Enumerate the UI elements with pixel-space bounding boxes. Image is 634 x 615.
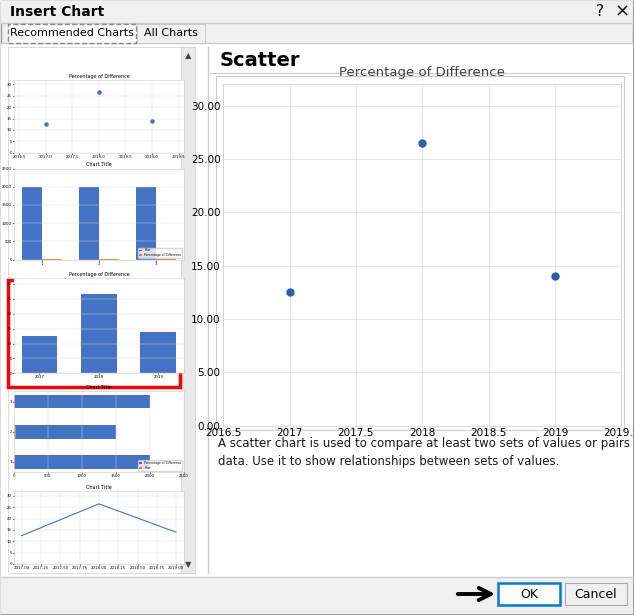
Title: Chart Title: Chart Title bbox=[86, 385, 112, 390]
Text: A scatter chart is used to compare at least two sets of values or pairs of
data.: A scatter chart is used to compare at le… bbox=[218, 437, 634, 468]
Text: ▼: ▼ bbox=[184, 560, 191, 569]
Bar bbox=[137, 24, 205, 43]
Text: Recommended Charts: Recommended Charts bbox=[10, 28, 134, 39]
Point bbox=[550, 271, 560, 281]
Bar bbox=[181, 47, 195, 573]
Text: Cancel: Cancel bbox=[574, 587, 618, 600]
Bar bbox=[14, 395, 150, 408]
Bar bbox=[14, 425, 116, 438]
Bar bbox=[81, 295, 117, 373]
Bar bbox=[565, 583, 627, 605]
Point bbox=[147, 116, 157, 125]
Bar bbox=[14, 425, 16, 438]
Bar bbox=[208, 47, 630, 573]
Text: ?: ? bbox=[596, 4, 604, 20]
Point bbox=[41, 119, 51, 129]
Bar bbox=[22, 187, 42, 260]
Point bbox=[285, 287, 295, 297]
Bar bbox=[1, 577, 633, 614]
Title: Percentage of Difference: Percentage of Difference bbox=[68, 272, 129, 277]
Bar bbox=[14, 455, 150, 469]
Title: Chart Title: Chart Title bbox=[86, 485, 112, 490]
Text: OK: OK bbox=[520, 587, 538, 600]
Bar bbox=[1, 43, 633, 577]
Text: ×: × bbox=[614, 3, 630, 21]
Point bbox=[417, 138, 427, 148]
Legend: Percentage of Difference, Year: Percentage of Difference, Year bbox=[138, 461, 183, 471]
Point bbox=[94, 87, 104, 97]
Legend: Year, Percentage of Difference: Year, Percentage of Difference bbox=[138, 248, 183, 258]
Bar bbox=[1, 1, 633, 23]
Bar bbox=[216, 76, 624, 430]
Bar bbox=[22, 336, 57, 373]
Bar bbox=[498, 583, 560, 605]
Title: Chart Title: Chart Title bbox=[86, 162, 112, 167]
Bar bbox=[14, 455, 15, 469]
Text: Scatter: Scatter bbox=[220, 52, 301, 71]
Text: Insert Chart: Insert Chart bbox=[10, 5, 104, 19]
Bar bbox=[79, 187, 99, 260]
Title: Percentage of Difference: Percentage of Difference bbox=[68, 74, 129, 79]
Bar bbox=[141, 331, 176, 373]
Bar bbox=[8, 47, 193, 573]
Bar bbox=[14, 395, 15, 408]
Title: Percentage of Difference: Percentage of Difference bbox=[339, 66, 505, 79]
Bar bbox=[8, 280, 180, 387]
Text: All Charts: All Charts bbox=[144, 28, 198, 39]
Bar bbox=[99, 258, 119, 260]
Bar bbox=[136, 187, 156, 260]
Text: ▲: ▲ bbox=[184, 52, 191, 60]
Bar bbox=[8, 24, 136, 43]
